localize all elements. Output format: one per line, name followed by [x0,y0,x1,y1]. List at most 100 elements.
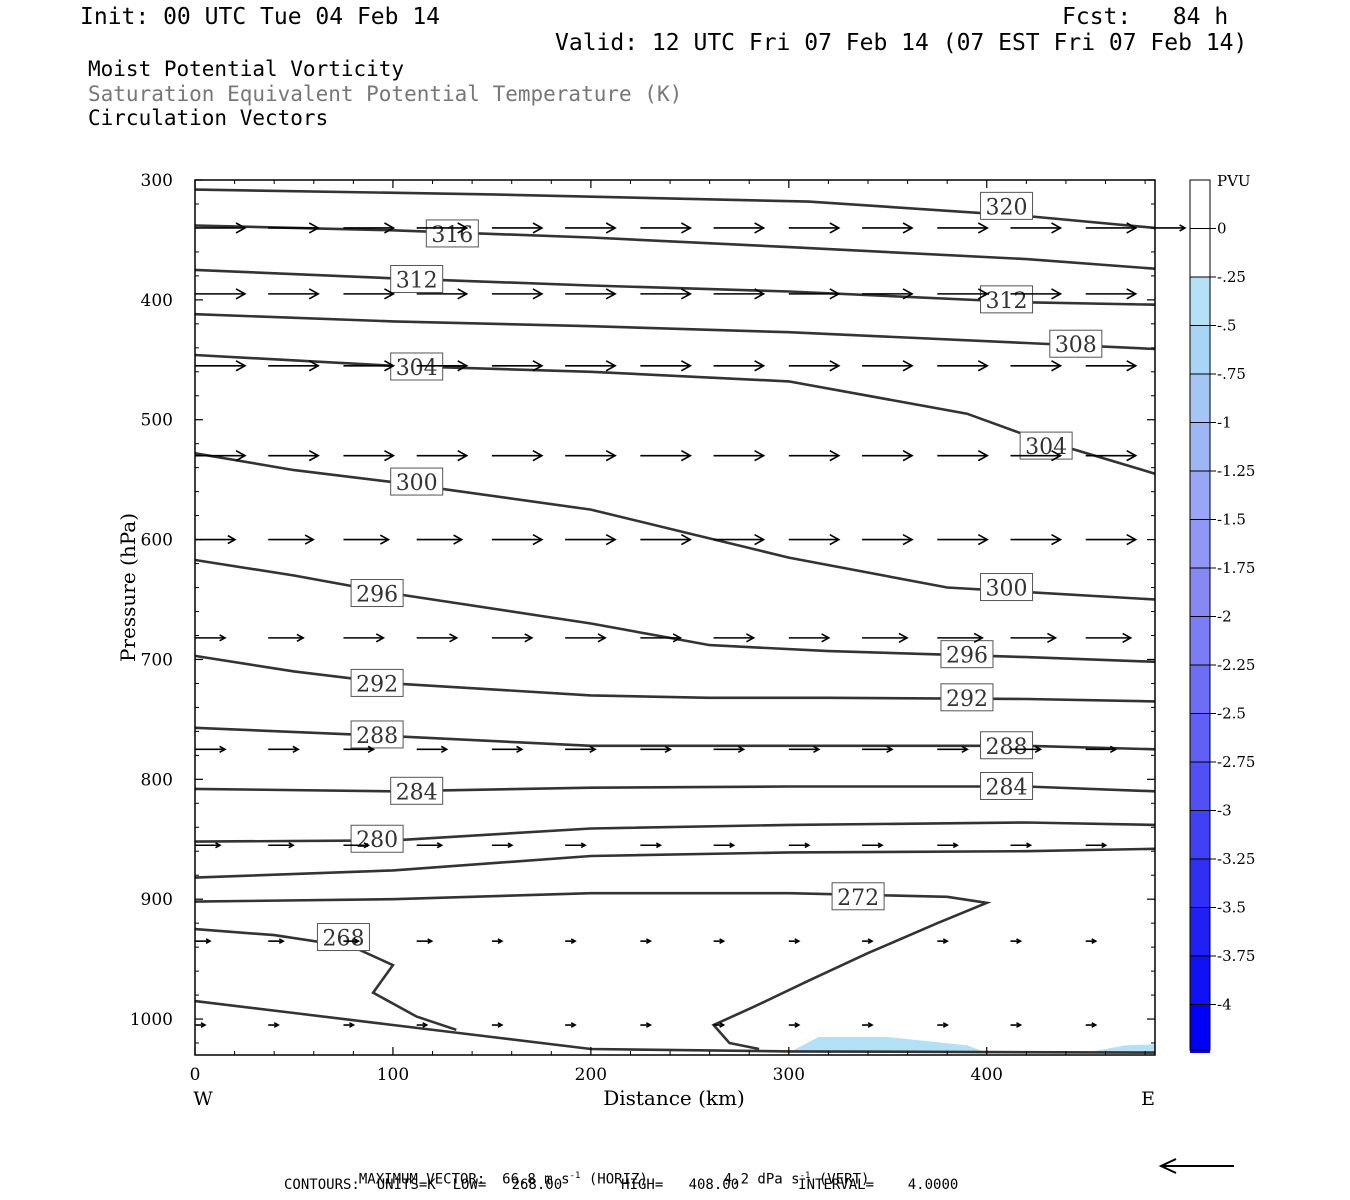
colorbar-label-12: -3 [1217,802,1232,820]
contour-label-268-0: 268 [322,927,364,952]
colorbar-label-0: 0 [1217,220,1227,238]
vector-head-1-10 [977,288,989,300]
vector-head-4-10 [977,533,989,546]
vector-head-7-12 [1101,842,1108,849]
vector-head-6-2 [367,745,376,754]
vector-head-3-3 [457,450,469,462]
vector-head-5-2 [375,633,386,643]
vector-head-0-7 [754,222,766,234]
vector-head-8-4 [497,938,504,945]
vector-head-7-2 [363,842,371,849]
vector-head-6-6 [664,745,673,754]
vector-head-0-4 [532,222,544,234]
vector-head-6-1 [292,745,300,754]
vector-head-6-12 [1109,745,1118,754]
vector-head-3-12 [1126,450,1138,462]
vector-head-1-9 [902,288,914,300]
x-tick-label-400: 400 [971,1065,1003,1085]
vector-head-8-6 [645,938,653,945]
contour-300 [194,452,1156,601]
colorbar-cell-17 [1190,1004,1210,1053]
contour-label-box-320-0 [980,191,1034,220]
contour-label-box-316-0 [425,219,479,248]
vector-head-8-10 [942,938,949,945]
vector-head-9-0 [200,1022,207,1028]
vector-head-7-4 [507,842,514,849]
vector-head-7-6 [655,842,663,849]
vector-head-8-5 [570,938,577,945]
vector-head-2-1 [308,360,320,372]
colorbar-label-7: -1.75 [1217,559,1255,577]
vector-head-0-5 [605,222,617,234]
contour-label-box-292-1 [940,683,994,712]
y-tick-label-700: 700 [141,650,173,670]
vector-head-6-5 [589,745,597,754]
vector-head-7-3 [436,842,444,849]
vector-head-0-8 [829,222,841,234]
vector-head-4-8 [829,533,841,546]
y-tick-label-300: 300 [141,171,173,191]
vector-head-6-10 [961,745,969,754]
max-vector-vert: (HORIZ) 4.2 dPa s [580,1171,800,1188]
vector-head-4-0 [227,534,237,545]
contour-label-box-312-1 [980,285,1034,314]
title-line-2: Saturation Equivalent Potential Temperat… [88,82,683,106]
vector-head-7-0 [215,842,222,849]
vector-head-3-10 [977,450,989,462]
colorbar-unit: PVU [1217,172,1251,190]
y-axis-title: Pressure (hPa) [116,513,140,662]
vector-head-8-9 [867,938,874,945]
y-tick-label-600: 600 [141,531,173,551]
vector-head-8-2 [354,938,361,945]
pv-fill-region-1 [788,1037,987,1053]
vector-head-2-7 [754,360,766,372]
colorbar-frame [1189,179,1211,1051]
vector-head-4-4 [532,533,544,546]
vector-head-1-8 [829,288,841,300]
vector-head-7-1 [288,842,295,849]
colorbar-cell-4 [1190,374,1210,423]
vector-head-6-7 [737,745,746,754]
vector-head-8-8 [794,938,801,945]
contour-284 [194,785,1156,793]
west-label: W [193,1088,213,1110]
plot-frame [194,179,1156,1056]
contour-label-box-268-0 [316,923,370,952]
vector-head-3-0 [235,450,247,462]
vector-head-9-12 [1091,1022,1098,1028]
vector-head-5-9 [898,632,909,644]
colorbar-cell-13 [1190,810,1210,859]
vector-head-3-1 [308,450,320,462]
vector-head-5-11 [1047,632,1058,644]
east-label: E [1141,1088,1155,1110]
contour-label-312-1: 312 [986,289,1028,314]
vector-head-3-2 [384,450,396,462]
contour-label-box-284-1 [980,772,1034,801]
colorbar-label-11: -2.75 [1217,753,1255,771]
contour-label-316-0: 316 [431,223,473,248]
vector-head-8-7 [719,938,726,945]
contour-label-308-0: 308 [1055,333,1097,358]
vector-head-9-3 [422,1022,429,1028]
contour-308 [194,312,1156,351]
vector-head-6-9 [886,745,894,754]
vector-head-7-8 [804,842,811,849]
contour-label-304-0: 304 [396,356,438,381]
vector-head-4-5 [605,533,617,546]
vector-head-6-11 [1034,745,1043,754]
vector-head-2-8 [829,360,841,372]
vector-head-7-11 [1026,842,1033,849]
vector-head-1-11 [1051,288,1063,300]
vector-head-2-9 [902,360,914,372]
vector-head-0-12 [1126,222,1138,234]
colorbar-label-1: -.25 [1217,268,1246,286]
vector-head-5-10 [973,632,984,644]
contour-label-box-296-0 [350,579,404,608]
contour-268 [194,927,457,1032]
contour-320 [194,188,1156,230]
contour-label-box-304-1 [1019,431,1073,460]
colorbar-label-13: -3.25 [1217,850,1255,868]
contour-label-box-300-0 [390,467,444,496]
vector-head-0-10 [977,222,989,234]
colorbar-label-16: -4 [1217,996,1232,1014]
